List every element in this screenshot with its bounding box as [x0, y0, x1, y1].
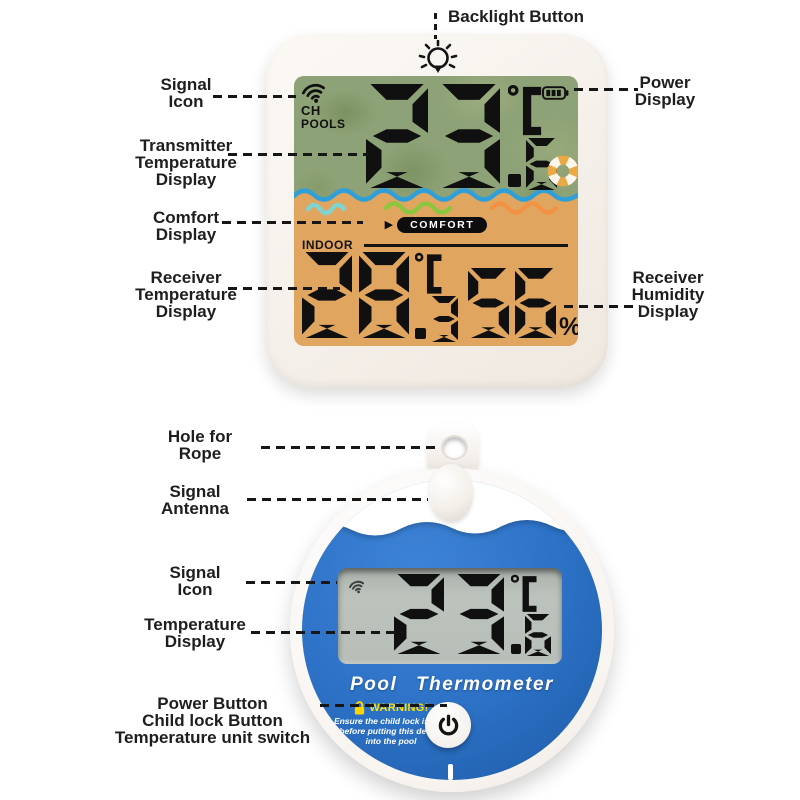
channel-label: CH: [301, 103, 321, 118]
annotation-receiver-humidity: Receiver Humidity Display: [631, 268, 705, 321]
power-icon: [438, 714, 458, 735]
percent-sign: %: [559, 315, 578, 340]
lock-icon: [355, 701, 365, 715]
annotation-backlight-button: Backlight Button: [448, 7, 584, 26]
signal-antenna: [429, 464, 473, 522]
pointer-line-comfort: [222, 221, 363, 224]
wifi-signal-icon: [349, 580, 365, 594]
pool-temperature-reading: [394, 574, 551, 656]
annotation-temperature-display-pool: Temperature Display: [144, 615, 246, 651]
comfort-arrow-icon: ▶: [384, 219, 394, 231]
channel-name: POOLS: [301, 117, 346, 131]
celsius-unit: [511, 574, 551, 614]
celsius-unit: [415, 252, 458, 296]
temperature-decimal: [511, 614, 551, 656]
temperature-digits: [302, 252, 409, 338]
life-ring-icon: [547, 155, 578, 187]
pointer-line-signal-receiver: [213, 95, 296, 98]
humidity-digits: [468, 268, 556, 338]
receiver-display: CH POOLS ▶ COMFORT INDOOR: [294, 76, 578, 346]
celsius-unit: [508, 84, 557, 138]
pointer-line-backlight: [434, 13, 437, 39]
pointer-line-antenna: [247, 498, 428, 501]
comfort-indicator: ▶ COMFORT: [294, 217, 578, 233]
pointer-line-hole: [261, 446, 441, 449]
comfort-label: COMFORT: [410, 219, 475, 231]
battery-level-icon: [542, 86, 569, 100]
annotation-power-display: Power Display: [634, 73, 696, 109]
power-button: [425, 702, 471, 748]
pointer-line-power-display: [574, 88, 638, 91]
rope-hole: [441, 435, 468, 460]
pool-lcd-display: [338, 568, 562, 664]
annotation-signal-icon-pool: Signal Icon: [169, 563, 221, 599]
annotation-pool-buttons: Power Button Child lock Button Temperatu…: [114, 694, 311, 747]
pointer-line-receiver-temp: [228, 287, 340, 290]
wifi-signal-icon: [301, 83, 325, 103]
bottom-notch: [448, 764, 453, 780]
annotation-receiver-temperature: Receiver Temperature Display: [135, 268, 237, 321]
receiver-device: CH POOLS ▶ COMFORT INDOOR: [266, 34, 608, 388]
pointer-line-temperature-pool: [251, 631, 404, 634]
indoor-temperature-reading: [302, 252, 458, 342]
humidity-reading: %: [468, 268, 578, 340]
indoor-section-header: INDOOR: [302, 238, 570, 252]
annotation-signal-antenna: Signal Antenna: [161, 482, 229, 518]
annotation-comfort-display: Comfort Display: [152, 208, 220, 244]
pointer-line-power-button: [320, 704, 447, 707]
product-name: Pool Thermometer: [350, 674, 554, 695]
annotation-transmitter-temperature: Transmitter Temperature Display: [135, 136, 237, 189]
wave-squiggle-icons: [305, 201, 559, 216]
indoor-readings: %: [302, 252, 578, 342]
pool-thermometer-face: Pool Thermometer WARNING! Ensure the chi…: [302, 480, 602, 780]
indoor-label: INDOOR: [302, 238, 353, 252]
temperature-decimal: [415, 296, 458, 342]
pointer-line-transmitter-temp: [228, 153, 368, 156]
temperature-digits: [366, 84, 500, 188]
divider-line: [364, 244, 568, 247]
pointer-line-signal-pool: [246, 581, 337, 584]
annotation-signal-icon-receiver: Signal Icon: [160, 75, 212, 111]
light-bulb-icon: [418, 40, 458, 73]
temperature-digits: [394, 574, 504, 654]
transmitter-temperature-reading: [366, 84, 557, 190]
pointer-line-receiver-humidity: [564, 305, 640, 308]
annotation-hole-for-rope: Hole for Rope: [167, 427, 233, 463]
